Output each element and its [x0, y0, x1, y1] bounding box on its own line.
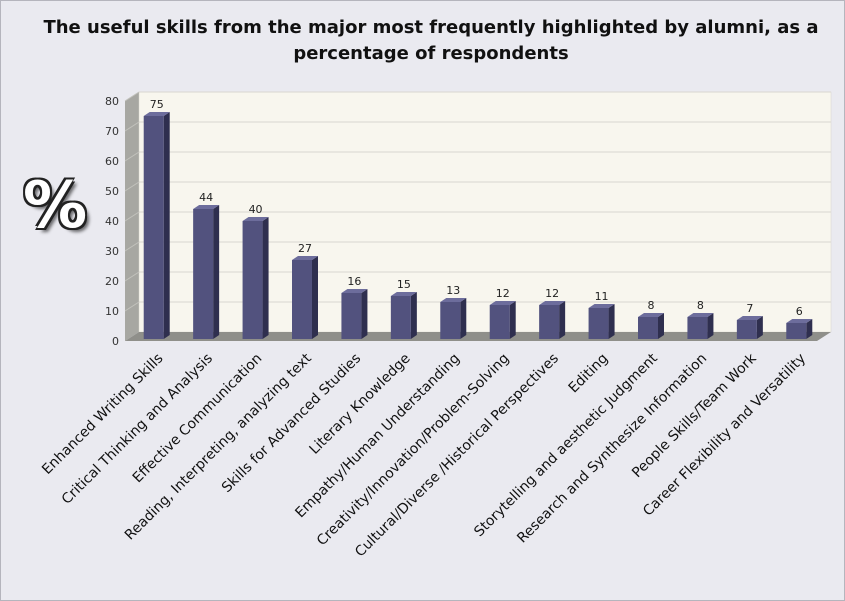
bar-top — [193, 205, 220, 209]
data-label: 44 — [199, 191, 213, 204]
gridline-side — [124, 301, 140, 312]
bar-top — [539, 301, 566, 305]
data-label: 40 — [249, 203, 263, 216]
bar-top — [242, 217, 269, 221]
y-tick-label: 30 — [105, 245, 119, 258]
bar-side — [312, 256, 318, 339]
bar-side — [608, 304, 615, 339]
data-label: 6 — [796, 305, 803, 318]
bar-top — [687, 313, 714, 317]
gridline-side — [124, 271, 140, 282]
bar-top — [440, 298, 467, 302]
gridline-side — [124, 151, 140, 162]
bar — [736, 320, 757, 339]
x-tick-label: Storytelling and aesthetic Judgment — [471, 350, 661, 540]
data-label: 13 — [446, 284, 460, 297]
y-axis-label: % — [23, 169, 88, 243]
y-tick-label: 40 — [105, 215, 119, 228]
bar — [638, 317, 658, 339]
bar-side — [707, 313, 714, 339]
y-tick-label: 10 — [105, 305, 119, 318]
y-tick-label: 20 — [105, 275, 119, 288]
bar-side — [559, 301, 566, 339]
data-label: 12 — [545, 287, 559, 300]
data-label: 75 — [150, 98, 164, 111]
gridline-side — [124, 91, 140, 102]
y-tick-label: 60 — [105, 155, 119, 168]
data-label: 8 — [697, 299, 704, 312]
bar — [440, 302, 461, 339]
bar-side — [361, 289, 368, 339]
bar-top — [292, 256, 318, 260]
bar — [786, 323, 807, 339]
bar — [292, 260, 312, 339]
data-label: 7 — [746, 302, 753, 315]
bar-top — [786, 319, 813, 323]
bar — [143, 116, 164, 339]
bar-top — [588, 304, 615, 308]
y-tick-label: 80 — [105, 95, 119, 108]
plot-floor — [125, 332, 831, 341]
bar-side — [658, 313, 664, 339]
bar-side — [262, 217, 269, 339]
bar-side — [756, 316, 763, 339]
bar — [687, 317, 708, 339]
bar — [539, 305, 560, 339]
bar — [341, 293, 362, 339]
gridline-side — [124, 211, 140, 222]
bar-top — [736, 316, 763, 320]
y-tick-label: 50 — [105, 185, 119, 198]
bar-side — [410, 292, 417, 339]
bar-side — [806, 319, 813, 339]
data-label: 15 — [397, 278, 411, 291]
bar-top — [143, 112, 170, 116]
bar — [588, 308, 609, 339]
gridline-side — [124, 121, 140, 132]
bar — [193, 209, 214, 339]
data-label: 12 — [496, 287, 510, 300]
bar-top — [390, 292, 417, 296]
data-label: 16 — [347, 275, 361, 288]
bar-side — [213, 205, 220, 339]
bar-top — [341, 289, 368, 293]
gridline-side — [124, 241, 140, 252]
bar — [242, 221, 263, 339]
data-label: 11 — [595, 290, 609, 303]
bar-side — [509, 301, 516, 339]
x-tick-label: Reading, Interpreting, analyzing text — [122, 350, 315, 543]
bar-top — [638, 313, 664, 317]
x-tick-label: Editing — [566, 351, 612, 397]
bar-side — [460, 298, 467, 339]
bar-top — [489, 301, 516, 305]
chart-title: The useful skills from the major most fr… — [43, 17, 819, 64]
bar — [390, 296, 411, 339]
data-label: 8 — [648, 299, 655, 312]
gridline-side — [124, 181, 140, 192]
data-label: 27 — [298, 242, 312, 255]
bar — [489, 305, 510, 339]
y-tick-label: 0 — [112, 335, 119, 348]
bar-side — [163, 112, 170, 339]
y-tick-label: 70 — [105, 125, 119, 138]
